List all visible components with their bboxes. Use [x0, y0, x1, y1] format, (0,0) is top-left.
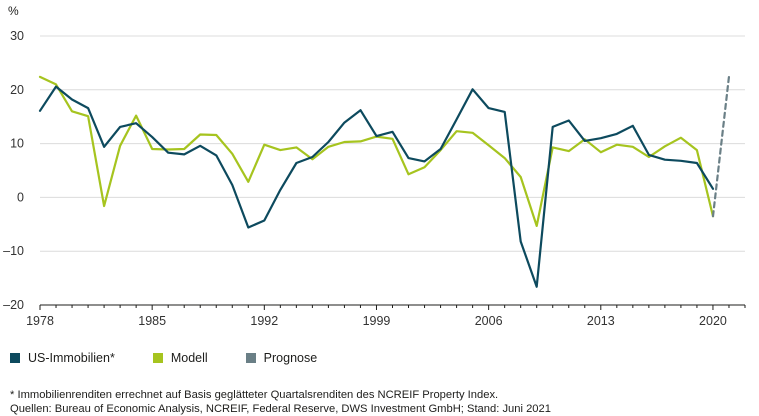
- footnote-method: * Immobilienrenditen errechnet auf Basis…: [10, 389, 499, 401]
- legend-item-modell: Modell: [152, 351, 208, 365]
- legend: US-Immobilien* Modell Prognose: [10, 351, 355, 365]
- y-unit-label: %: [8, 4, 19, 18]
- x-tick-label: 2013: [587, 314, 615, 328]
- y-tick-label: 10: [10, 137, 24, 151]
- x-tick-label: 1992: [250, 314, 278, 328]
- footnote-sources: Quellen: Bureau of Economic Analysis, NC…: [10, 403, 551, 415]
- legend-label-prognose: Prognose: [263, 351, 318, 365]
- y-tick-label: 0: [17, 190, 24, 204]
- y-tick-label: –20: [3, 298, 24, 312]
- x-tick-label: 1985: [138, 314, 166, 328]
- x-tick-label: 1999: [363, 314, 391, 328]
- x-tick-label: 2006: [475, 314, 503, 328]
- footnotes: * Immobilienrenditen errechnet auf Basis…: [10, 388, 551, 416]
- y-tick-label: –10: [3, 244, 24, 258]
- legend-swatch-us-immobilien: [10, 353, 20, 363]
- series-line-us-immobilien: [38, 85, 715, 288]
- x-tick-label: 1978: [26, 314, 54, 328]
- x-tick-label: 2020: [699, 314, 727, 328]
- legend-label-modell: Modell: [170, 351, 208, 365]
- series-line-modell: [38, 75, 715, 227]
- y-tick-label: 20: [10, 83, 24, 97]
- legend-swatch-prognose: [245, 353, 256, 363]
- legend-item-us-immobilien: US-Immobilien*: [10, 351, 115, 365]
- legend-item-prognose: Prognose: [245, 351, 318, 365]
- legend-label-us-immobilien: US-Immobilien*: [28, 351, 115, 365]
- y-tick-label: 30: [10, 29, 24, 43]
- legend-swatch-modell: [152, 353, 163, 363]
- series-line-prognose: [711, 75, 731, 218]
